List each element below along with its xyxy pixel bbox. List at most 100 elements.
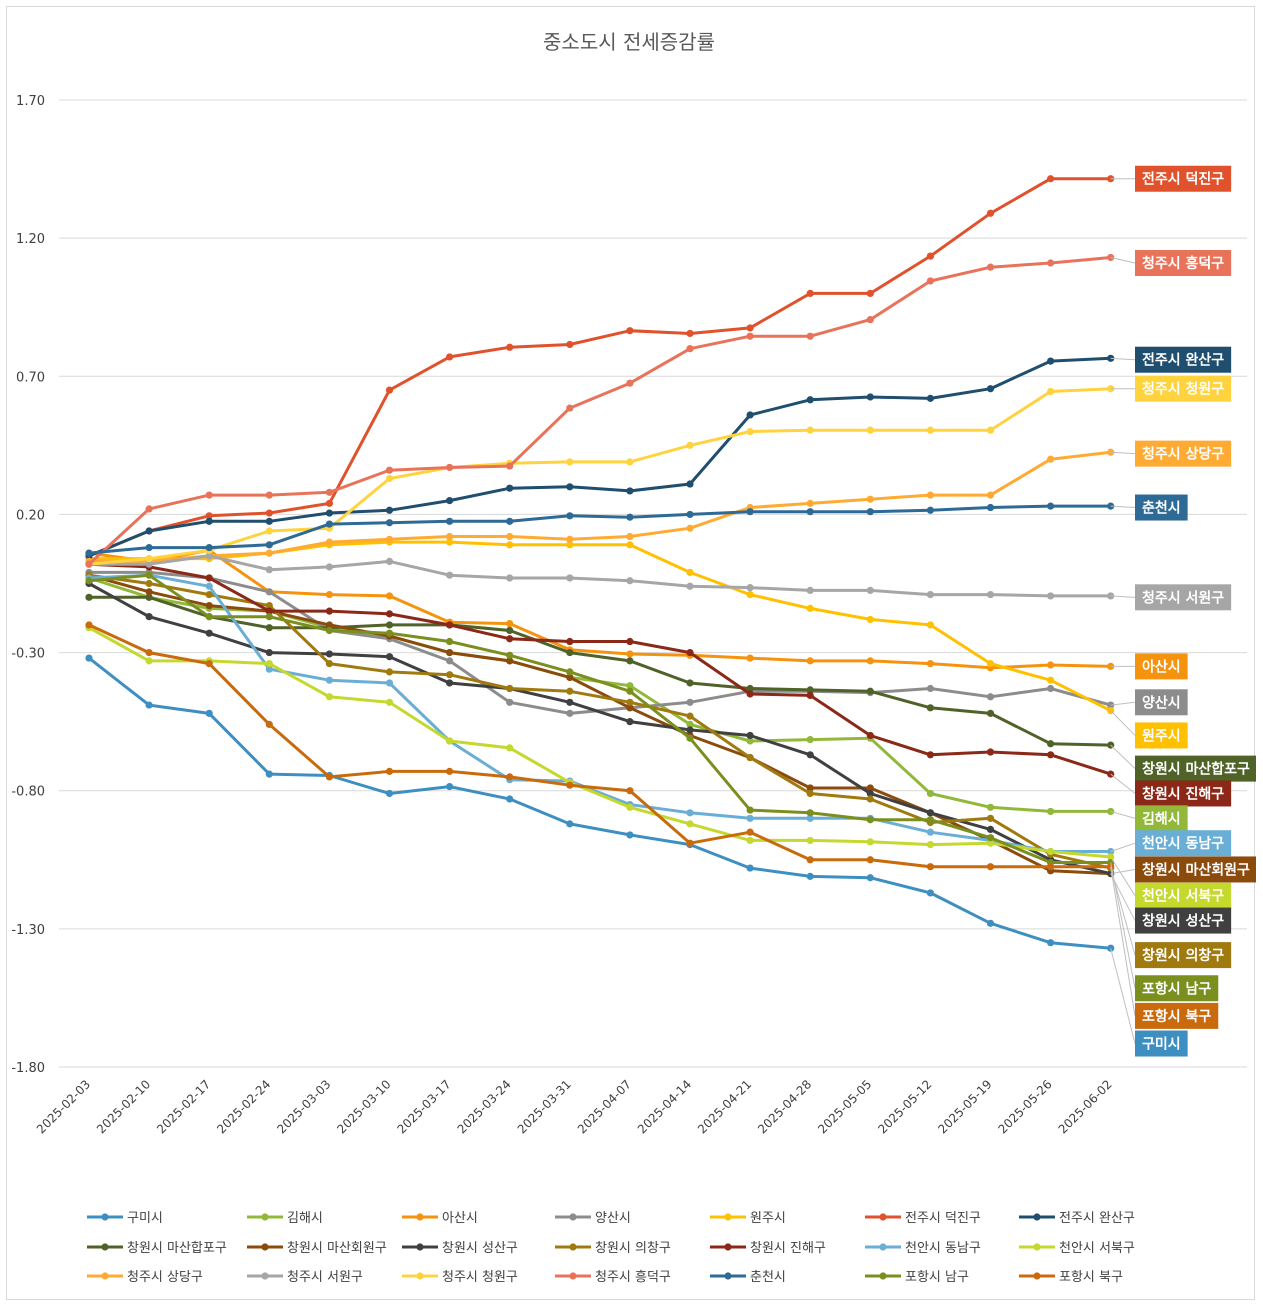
data-point: [806, 836, 814, 845]
data-point: [145, 613, 153, 621]
x-axis-ticks: 2025-02-03 2025-02-10 2025-02-17 2025-02-24…: [34, 1077, 1115, 1136]
series-line: [88, 562, 1112, 776]
data-point: [866, 838, 874, 846]
data-point: [385, 466, 394, 474]
data-point: [1047, 684, 1055, 693]
end-label-leader: [1110, 862, 1136, 989]
series-line: [88, 582, 1112, 876]
data-point: [566, 820, 574, 828]
data-point: [506, 484, 514, 492]
x-tick-label: 2025-03-03: [274, 1077, 333, 1136]
end-label-text: 창원시 성산구: [1142, 913, 1224, 930]
end-label-leader: [1110, 744, 1136, 769]
data-point: [986, 491, 995, 499]
series-5: [85, 175, 1115, 560]
legend-marker: [1033, 1272, 1041, 1280]
data-point: [325, 626, 333, 635]
legend-item: 창원시 성산구: [402, 1241, 518, 1256]
data-point: [325, 499, 333, 507]
data-point: [566, 541, 574, 549]
data-point: [626, 637, 634, 646]
data-point: [1047, 259, 1055, 267]
data-point: [85, 549, 93, 557]
legend-label: 창원시 의창구: [595, 1241, 671, 1256]
data-point: [506, 619, 514, 628]
data-point: [506, 626, 514, 635]
legend-label: 전주시 덕진구: [905, 1211, 981, 1226]
data-point: [205, 629, 213, 637]
data-point: [506, 795, 514, 803]
data-point: [205, 582, 213, 590]
data-point: [1047, 751, 1055, 759]
data-point: [446, 517, 454, 525]
data-point: [145, 701, 153, 709]
data-point: [866, 795, 874, 803]
data-point: [506, 651, 514, 659]
data-point: [986, 825, 995, 833]
data-point: [686, 582, 694, 590]
data-point: [1047, 357, 1055, 365]
data-point: [566, 512, 574, 520]
data-point: [1047, 676, 1055, 684]
series-19: [85, 571, 1115, 867]
data-point: [926, 684, 935, 693]
data-point: [866, 393, 874, 401]
data-point: [686, 480, 694, 488]
series-18: [85, 502, 1115, 557]
data-point: [746, 684, 754, 693]
data-point: [1107, 701, 1115, 709]
legend-label: 창원시 마산합포구: [127, 1241, 227, 1256]
data-point: [566, 698, 574, 706]
x-tick-label: 2025-05-12: [875, 1077, 934, 1136]
line-chart: 중소도시 전세증감률 1.70 1.20 0.70 0.20 -0.30 -0.80 -1.…: [11, 30, 1256, 1285]
data-point: [986, 660, 995, 668]
legend-marker: [879, 1243, 887, 1251]
chart-title: 중소도시 전세증감률: [543, 30, 715, 54]
data-point: [866, 789, 874, 798]
data-point: [686, 329, 694, 338]
data-point: [325, 488, 333, 496]
series-line: [88, 177, 1111, 558]
data-point: [145, 579, 153, 588]
legend-marker: [101, 1272, 109, 1280]
data-point: [265, 602, 273, 610]
data-point: [866, 289, 874, 297]
data-point: [746, 324, 754, 332]
data-point: [265, 660, 273, 668]
legend-marker: [879, 1213, 887, 1221]
series-line: [89, 540, 1112, 712]
end-label-box: [1135, 907, 1232, 934]
end-label: 전주시 덕진구: [1110, 165, 1232, 192]
data-point: [686, 712, 694, 720]
data-point: [686, 734, 694, 742]
data-point: [866, 816, 874, 824]
data-point: [746, 508, 754, 516]
end-label-text: 천안시 동남구: [1142, 835, 1224, 852]
data-point: [926, 426, 935, 434]
end-label-text: 아산시: [1142, 658, 1181, 675]
data-point: [145, 571, 153, 579]
end-label-box: [1135, 250, 1232, 277]
data-point: [746, 654, 754, 662]
data-point: [506, 635, 514, 643]
data-point: [866, 856, 874, 864]
series-line: [88, 387, 1111, 566]
x-tick-label: 2025-04-07: [575, 1077, 634, 1136]
data-point: [265, 541, 273, 549]
data-point: [446, 571, 454, 579]
end-label-box: [1135, 584, 1232, 611]
end-label-leader: [1110, 810, 1136, 819]
data-point: [866, 426, 874, 434]
x-tick-label: 2025-04-28: [755, 1077, 814, 1136]
legend-label: 춘천시: [750, 1270, 786, 1285]
legend-item: 청주시 청원구: [402, 1270, 518, 1285]
legend-item: 전주시 덕진구: [865, 1211, 981, 1226]
data-point: [446, 648, 454, 657]
data-point: [506, 684, 514, 693]
legend-marker: [879, 1272, 887, 1280]
data-point: [85, 621, 93, 629]
data-point: [926, 816, 935, 824]
end-label-leader: [1110, 842, 1136, 852]
end-label-text: 포항시 남구: [1142, 980, 1211, 997]
end-label-box: [1135, 1030, 1188, 1057]
